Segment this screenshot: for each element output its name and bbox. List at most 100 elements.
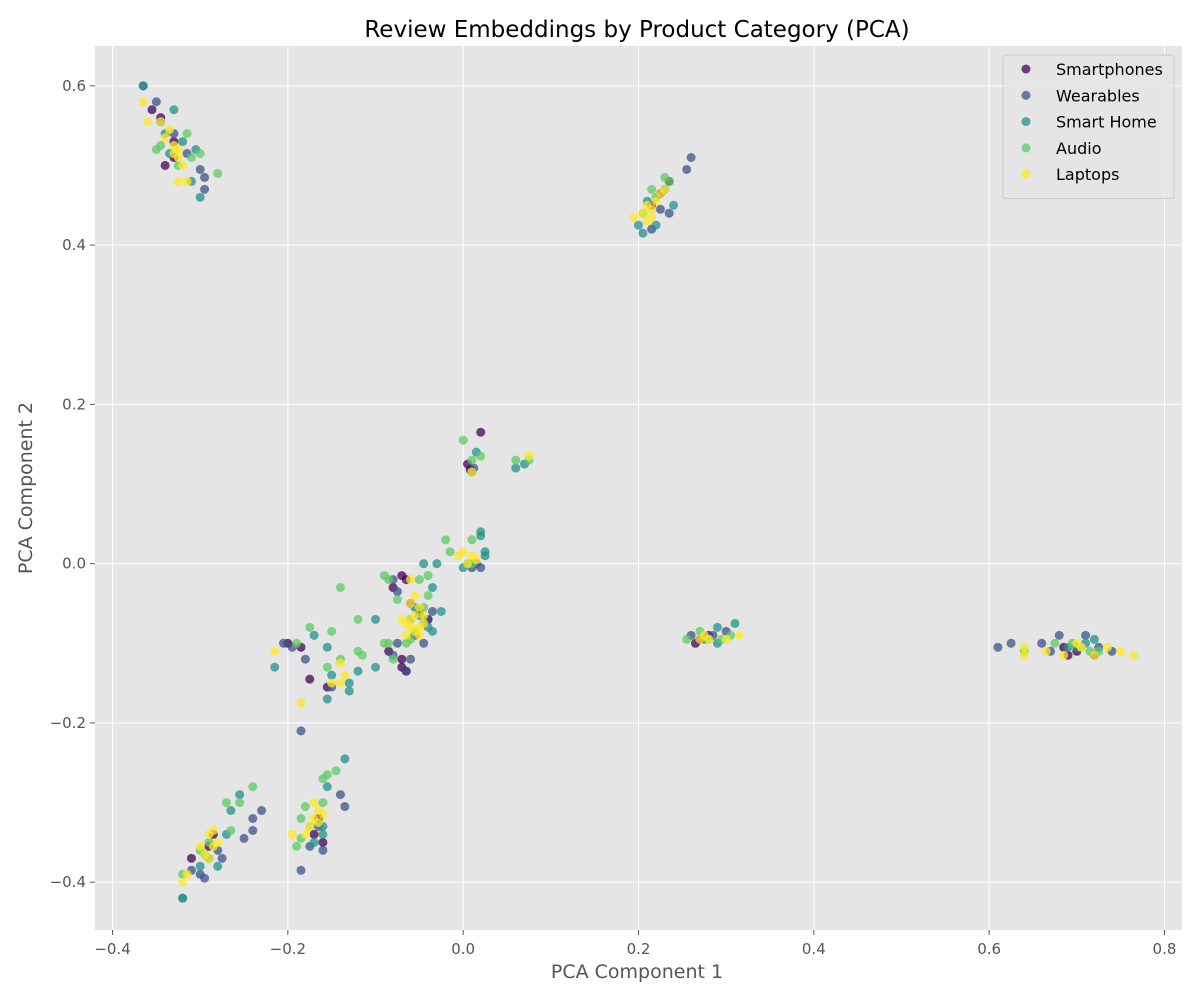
data-point	[642, 216, 652, 226]
data-point	[1089, 650, 1099, 660]
data-point	[213, 861, 223, 871]
data-point	[305, 821, 315, 831]
data-point	[397, 614, 407, 624]
data-point	[287, 829, 297, 839]
data-point	[195, 192, 205, 202]
data-point	[318, 837, 328, 847]
legend: Smartphones Wearables Smart Home Audio Lapto…	[1002, 54, 1175, 199]
data-point	[392, 587, 402, 597]
data-point	[182, 176, 192, 186]
data-point	[327, 626, 337, 636]
data-point	[638, 208, 648, 218]
data-point	[200, 873, 210, 883]
data-point	[1129, 650, 1139, 660]
legend-label: Smartphones	[1056, 60, 1163, 79]
data-point	[239, 833, 249, 843]
data-point	[195, 149, 205, 159]
data-point	[467, 467, 477, 477]
data-point	[195, 861, 205, 871]
data-point	[669, 200, 679, 210]
data-point	[406, 654, 416, 664]
data-point	[1102, 642, 1112, 652]
x-axis-ticks: −0.4 −0.2 0.0 0.2 0.4 0.6 0.8	[94, 930, 1176, 958]
data-point	[634, 220, 643, 230]
data-point	[292, 638, 302, 648]
data-point	[406, 598, 416, 608]
legend-marker	[1021, 143, 1031, 153]
data-point	[1081, 630, 1091, 640]
y-axis-ticks: −0.4 −0.2 0.0 0.2 0.4 0.6	[50, 77, 95, 891]
data-point	[182, 129, 192, 139]
legend-marker	[1021, 90, 1031, 100]
data-point	[379, 638, 389, 648]
series-laptops	[138, 97, 1139, 887]
data-point	[322, 662, 332, 672]
data-point	[471, 555, 481, 565]
data-point	[1116, 646, 1126, 656]
data-point	[432, 559, 442, 569]
data-point	[511, 463, 521, 473]
data-point	[270, 646, 280, 656]
data-point	[221, 798, 231, 808]
legend-box	[1002, 54, 1175, 199]
data-point	[340, 670, 350, 680]
data-point	[309, 630, 319, 640]
data-point	[1076, 642, 1086, 652]
data-point	[292, 841, 302, 851]
data-point	[300, 829, 310, 839]
data-point	[226, 825, 236, 835]
data-point	[296, 865, 306, 875]
data-point	[353, 614, 363, 624]
data-point	[392, 594, 402, 604]
data-point	[138, 81, 148, 91]
data-point	[296, 726, 306, 736]
data-point	[647, 204, 657, 214]
data-point	[406, 622, 416, 632]
data-points	[138, 81, 1139, 903]
data-point	[511, 455, 521, 465]
data-point	[173, 145, 183, 155]
data-point	[143, 117, 153, 127]
data-point	[340, 754, 350, 764]
data-point	[309, 837, 319, 847]
data-point	[458, 435, 468, 445]
data-point	[248, 814, 258, 824]
data-point	[441, 535, 451, 545]
y-axis-label: PCA Component 2	[15, 402, 37, 574]
data-point	[300, 654, 310, 664]
data-point	[401, 666, 411, 676]
data-point	[357, 650, 367, 660]
data-point	[178, 137, 188, 147]
data-point	[235, 790, 245, 800]
data-point	[993, 642, 1003, 652]
data-point	[305, 622, 315, 632]
data-point	[204, 829, 214, 839]
data-point	[278, 638, 288, 648]
data-point	[182, 869, 192, 879]
x-tick-label: 0.0	[451, 940, 475, 958]
data-point	[384, 575, 394, 585]
data-point	[629, 212, 639, 222]
data-point	[327, 678, 337, 688]
data-point	[1037, 638, 1047, 648]
data-point	[419, 559, 429, 569]
data-point	[156, 117, 166, 127]
data-point	[318, 774, 328, 784]
x-tick-label: 0.4	[802, 940, 826, 958]
grid-lines	[95, 46, 1182, 930]
data-point	[322, 694, 332, 704]
data-point	[704, 634, 714, 644]
data-point	[419, 618, 429, 628]
data-point	[734, 630, 744, 640]
x-tick-label: −0.2	[270, 940, 306, 958]
data-point	[419, 638, 429, 648]
y-tick-label: 0.0	[62, 555, 86, 573]
data-point	[151, 97, 161, 107]
data-point	[721, 634, 731, 644]
data-point	[1019, 650, 1029, 660]
data-point	[204, 853, 214, 863]
data-point	[200, 184, 210, 194]
data-point	[344, 678, 354, 688]
data-point	[208, 841, 218, 851]
